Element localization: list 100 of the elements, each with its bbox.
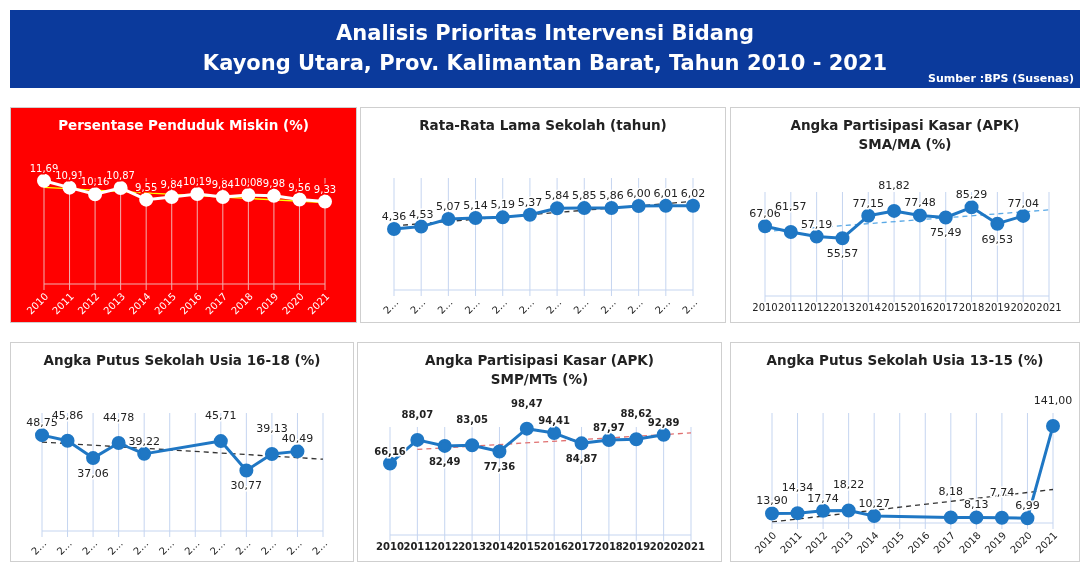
data-label: 6,00: [626, 187, 651, 200]
data-label: 5,37: [517, 195, 543, 209]
x-tick-label: 2…: [652, 296, 673, 317]
text: Analisis Prioritas Intervensi Bidang Kayong Utara, Prov. Kalimantan Barat, Tahun 2010 - 2021: [202, 21, 888, 75]
point: [88, 187, 103, 202]
data-label: 5,86: [599, 188, 624, 202]
point: [574, 436, 589, 451]
data-label: 81,82: [878, 178, 910, 192]
point: [686, 198, 700, 213]
x-tick-label: 2012: [803, 302, 830, 314]
x-tick-label: 2019: [984, 302, 1011, 314]
data-label: 83,05: [456, 414, 488, 426]
point: [887, 203, 902, 218]
data-label: 55,57: [826, 247, 859, 261]
x-tick-label: 2…: [625, 296, 646, 317]
x-tick-label: 2012: [430, 541, 459, 553]
x-tick-label: 2…: [233, 537, 253, 558]
point: [604, 200, 619, 215]
x-tick-label: 2019: [622, 541, 651, 553]
x-tick-label: 2…: [156, 537, 177, 558]
data-label: 84,87: [565, 453, 598, 465]
data-label: 9,84: [160, 179, 183, 191]
point: [290, 444, 305, 459]
data-label: 9,33: [313, 183, 337, 195]
point: [577, 201, 592, 216]
point: [292, 192, 307, 207]
point: [783, 224, 798, 239]
point: [86, 451, 101, 466]
data-label: 9,55: [135, 181, 158, 193]
point: [629, 432, 644, 447]
data-label: 82,49: [428, 455, 461, 467]
data-label: 11,69: [29, 162, 59, 174]
x-tick-label: 2013: [829, 302, 856, 314]
point: [790, 506, 805, 521]
point: [465, 438, 480, 453]
x-tick-label: 2…: [29, 537, 49, 558]
x-tick-label: 2014: [855, 302, 881, 314]
point: [383, 456, 397, 471]
x-tick-label: 2…: [54, 537, 74, 558]
point: [241, 187, 256, 202]
chart-title: Persentase Penduduk Miskin (%): [57, 116, 310, 135]
x-tick-label: 2018: [594, 541, 623, 553]
data-label: 77,36: [483, 461, 516, 473]
data-label: 5,14: [463, 199, 488, 213]
chart-title: Angka Putus Sekolah Usia 16-18 (%): [42, 351, 322, 370]
data-label: 4,53: [408, 207, 434, 221]
data-label: 18,22: [832, 478, 865, 492]
data-label: 10,19: [182, 175, 212, 187]
point: [190, 186, 205, 201]
data-label: 5,07: [436, 200, 461, 214]
data-label: 69,53: [981, 232, 1014, 246]
data-label: 10,27: [858, 496, 890, 510]
point: [215, 190, 230, 205]
chart-title: Rata-Rata Lama Sekolah (tahun): [418, 116, 668, 135]
point: [111, 435, 126, 450]
data-label: 77,48: [904, 196, 936, 210]
point: [835, 231, 850, 246]
point: [969, 510, 984, 525]
x-tick-label: 2…: [435, 296, 455, 317]
x-tick-label: 2…: [207, 537, 228, 558]
point: [1046, 419, 1060, 434]
x-tick-label: 2…: [310, 537, 330, 558]
data-label: 45,71: [205, 409, 237, 423]
point: [414, 219, 429, 234]
point: [631, 199, 646, 213]
point: [266, 188, 281, 203]
x-tick-label: 2…: [381, 296, 401, 317]
data-label: 13,90: [756, 494, 788, 508]
data-label: 5,19: [490, 198, 515, 212]
point: [410, 432, 425, 447]
data-label: 9,98: [262, 177, 286, 189]
point: [139, 192, 154, 207]
data-label: 57,19: [800, 217, 833, 231]
x-tick-label: 2010: [752, 302, 778, 314]
point: [1020, 511, 1035, 526]
x-tick-label: 2…: [516, 296, 537, 317]
data-label: 77,04: [1007, 196, 1039, 210]
x-tick-label: 2…: [489, 296, 510, 317]
point: [60, 433, 75, 448]
point: [861, 208, 876, 223]
data-label: 30,77: [230, 479, 263, 493]
point: [519, 421, 534, 436]
text: Sumber :BPS (Susenas): [927, 72, 1074, 85]
x-tick-label: 2011: [778, 302, 804, 314]
data-label: 5,85: [572, 189, 597, 203]
x-tick-label: 2013: [458, 541, 487, 553]
data-label: 7,74: [989, 485, 1015, 499]
x-tick-label: 2…: [105, 537, 126, 558]
point: [213, 434, 228, 449]
point: [35, 428, 49, 443]
point: [943, 510, 958, 525]
point: [1016, 208, 1031, 223]
data-label: 8,13: [964, 498, 989, 512]
x-tick-label: 2…: [544, 296, 564, 317]
data-label: 39,22: [128, 434, 160, 448]
x-tick-label: 2021: [677, 541, 705, 553]
data-label: 88,07: [401, 408, 434, 420]
data-label: 44,78: [102, 410, 135, 424]
chart-title: Angka Partisipasi Kasar (APK) SMP/MTs (%): [424, 351, 655, 389]
data-label: 85,29: [955, 188, 988, 202]
